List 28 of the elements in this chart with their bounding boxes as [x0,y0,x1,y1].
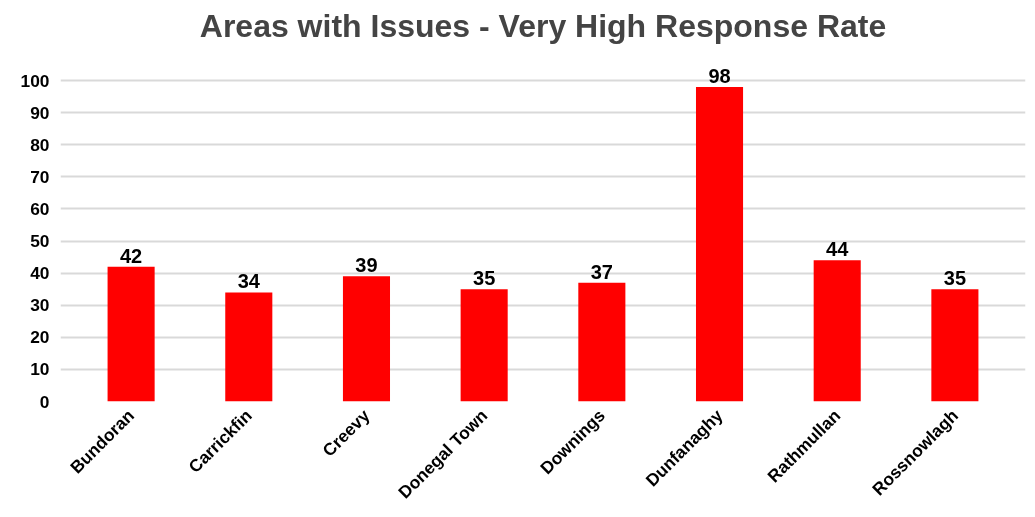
bar [342,276,391,402]
data-label: 35 [943,267,967,290]
y-tick-label: 60 [30,198,50,219]
y-tick-label: 50 [30,231,50,252]
data-label: 34 [237,270,261,293]
bar [813,260,861,402]
y-tick-label: 30 [30,295,50,316]
data-label: 39 [355,254,378,277]
data-label: 44 [826,238,850,261]
bar [931,289,979,402]
y-tick-label: 90 [30,102,50,123]
y-tick-label: 100 [20,70,50,91]
bar [107,266,155,402]
y-tick-label: 0 [39,391,50,412]
y-tick-label: 10 [30,359,50,380]
y-tick-label: 70 [30,166,50,187]
bar [460,289,508,402]
data-label: 37 [590,260,613,283]
chart-title: Areas with Issues - Very High Response Rate [199,7,887,44]
data-label: 42 [119,244,143,267]
y-tick-label: 20 [30,327,50,348]
bar [695,87,744,402]
y-tick-label: 80 [30,134,50,155]
data-label: 98 [708,65,731,88]
bar [578,282,626,402]
y-tick-label: 40 [30,263,50,284]
bar [225,292,273,402]
data-label: 35 [473,267,496,290]
